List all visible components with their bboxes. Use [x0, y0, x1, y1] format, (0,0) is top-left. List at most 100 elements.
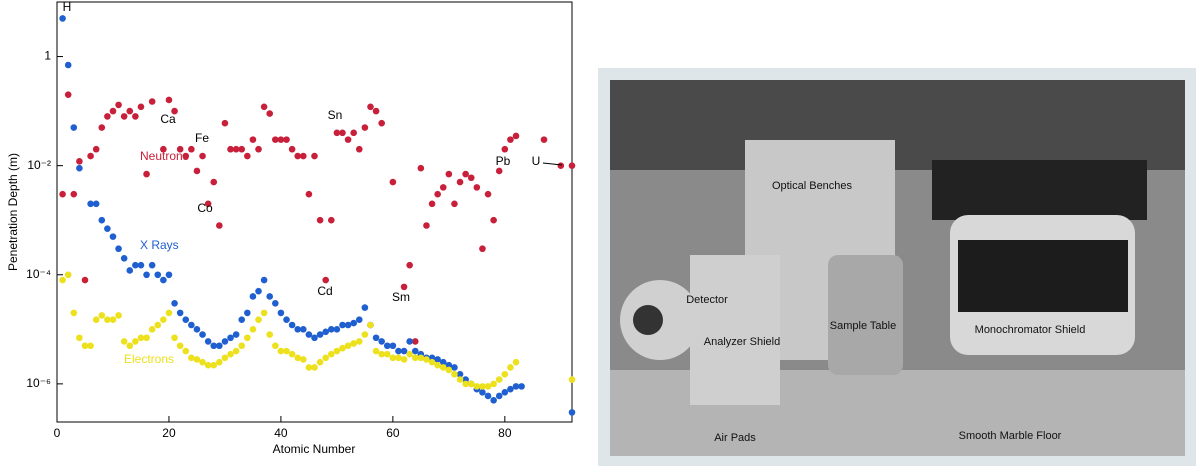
point [367, 321, 374, 329]
point [92, 316, 100, 324]
point [266, 110, 274, 117]
point [428, 200, 436, 208]
point [428, 358, 436, 366]
point [344, 342, 352, 350]
point [350, 319, 357, 327]
point [132, 261, 139, 269]
point [462, 170, 469, 178]
point [227, 334, 234, 342]
point [344, 136, 352, 143]
point [479, 389, 486, 396]
point [395, 347, 402, 355]
point [210, 178, 218, 186]
point [104, 316, 111, 324]
point [120, 113, 128, 120]
point [272, 342, 279, 350]
point [378, 338, 385, 345]
point [462, 380, 469, 388]
point [568, 162, 576, 169]
point [540, 136, 548, 143]
point [322, 354, 329, 362]
point [255, 287, 262, 295]
point [244, 309, 251, 317]
point [339, 321, 346, 329]
point [518, 383, 525, 390]
point [383, 342, 391, 350]
annotation-arrow [542, 162, 563, 166]
point [204, 361, 212, 369]
y-tick-label: 1 [44, 49, 51, 63]
point [557, 162, 565, 169]
series-label: Electrons [124, 352, 174, 366]
point [148, 261, 156, 269]
point [333, 129, 341, 137]
point [148, 98, 156, 105]
point [451, 200, 458, 208]
point [311, 152, 318, 160]
element-label: Sn [328, 108, 343, 122]
element-label: Sm [392, 290, 410, 304]
y-tick-label: 10⁻⁴ [26, 267, 51, 281]
x-tick-label: 20 [162, 426, 176, 440]
point [232, 331, 240, 338]
point [165, 309, 173, 317]
point [501, 145, 509, 153]
point [445, 170, 453, 178]
point [568, 409, 576, 416]
point [182, 316, 190, 324]
point [199, 152, 206, 160]
point [479, 245, 486, 253]
photo-label: Sample Table [830, 320, 896, 332]
point [400, 356, 408, 363]
point [176, 145, 184, 153]
point [501, 389, 509, 396]
point [434, 361, 441, 369]
point [439, 184, 447, 191]
point [417, 354, 425, 362]
point [249, 293, 257, 300]
point [244, 334, 251, 342]
point [383, 350, 391, 358]
point [300, 152, 307, 160]
point [316, 358, 324, 366]
photo-wall [610, 80, 1185, 170]
point [260, 276, 268, 284]
point [355, 338, 363, 345]
point [92, 145, 100, 153]
point [507, 136, 514, 143]
photo-analyzer [690, 255, 780, 405]
point [322, 276, 329, 284]
x-tick-label: 80 [498, 426, 512, 440]
point [216, 342, 223, 350]
point [227, 145, 234, 153]
point [467, 174, 475, 182]
point [232, 145, 240, 153]
point [507, 364, 514, 371]
point [512, 132, 520, 140]
point [445, 366, 453, 374]
point [305, 190, 313, 198]
point [378, 119, 385, 127]
point [467, 380, 475, 388]
point [305, 364, 313, 371]
x-axis-label: Atomic Number [273, 442, 356, 456]
point [182, 152, 190, 160]
point [300, 356, 307, 363]
point [160, 276, 167, 284]
point [137, 261, 145, 269]
point [137, 103, 145, 111]
photo-label: Analyzer Shield [704, 336, 780, 348]
point [490, 396, 497, 404]
point [406, 338, 413, 345]
point [87, 152, 94, 160]
point [204, 200, 212, 208]
point [87, 200, 94, 208]
x-tick-label: 60 [386, 426, 400, 440]
point [423, 356, 430, 363]
point [249, 136, 257, 143]
point [143, 334, 150, 342]
point [232, 347, 240, 355]
photo-mono-window [958, 240, 1128, 312]
point [143, 271, 150, 279]
point [451, 364, 458, 371]
